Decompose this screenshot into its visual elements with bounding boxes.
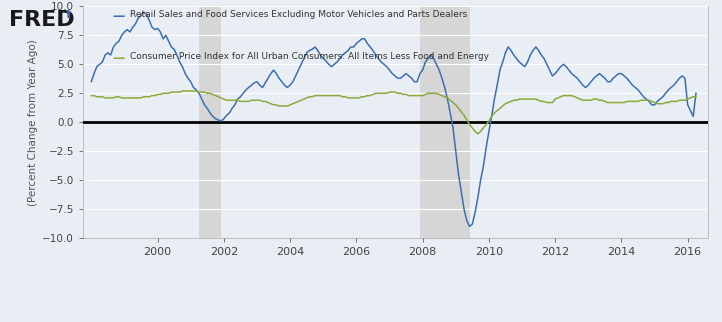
Y-axis label: (Percent Change from Year Ago): (Percent Change from Year Ago) (28, 39, 38, 206)
Text: Retail Sales and Food Services Excluding Motor Vehicles and Parts Dealers: Retail Sales and Food Services Excluding… (130, 10, 467, 19)
Text: —: — (112, 10, 124, 23)
Bar (199, 6, 221, 238)
Text: —: — (112, 52, 124, 64)
Bar (420, 6, 470, 238)
Text: FRED: FRED (9, 10, 75, 30)
Text: Consumer Price Index for All Urban Consumers: All Items Less Food and Energy: Consumer Price Index for All Urban Consu… (130, 52, 489, 61)
Text: ⬆: ⬆ (64, 10, 73, 20)
